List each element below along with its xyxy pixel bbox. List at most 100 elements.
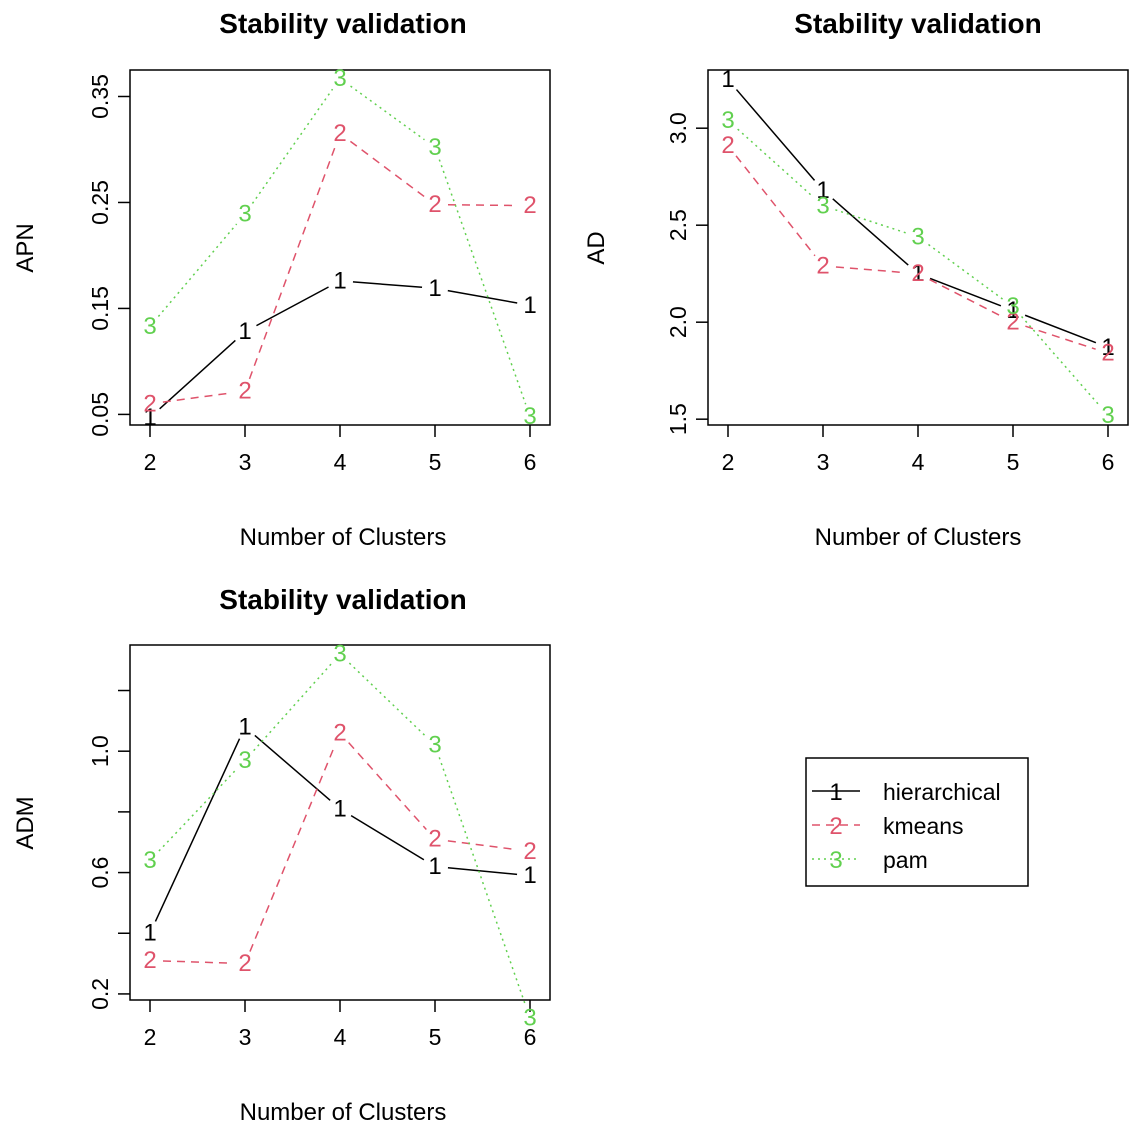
y-tick-label: 0.05 bbox=[87, 392, 113, 437]
data-point-kmeans: 2 bbox=[816, 252, 829, 279]
series-line-kmeans bbox=[447, 840, 518, 851]
series-line-pam bbox=[350, 85, 425, 141]
y-tick-label: 1.0 bbox=[87, 735, 113, 767]
data-point-pam: 3 bbox=[721, 107, 734, 134]
data-point-pam: 3 bbox=[1101, 402, 1114, 429]
data-point-pam: 3 bbox=[816, 192, 829, 219]
x-tick-label: 4 bbox=[334, 1024, 347, 1050]
series-line-pam bbox=[348, 662, 427, 737]
legend: 1 hierarchical 2 kmeans 3 pam bbox=[805, 757, 1029, 887]
series-line-hierarchical bbox=[256, 286, 329, 327]
y-axis-label: ADM bbox=[12, 796, 39, 849]
data-point-hierarchical: 1 bbox=[1101, 334, 1114, 361]
data-point-pam: 3 bbox=[143, 313, 156, 340]
data-point-hierarchical: 1 bbox=[911, 260, 924, 287]
series-line-kmeans bbox=[1025, 325, 1096, 350]
x-tick-label: 6 bbox=[524, 449, 537, 475]
data-point-kmeans: 2 bbox=[333, 719, 346, 746]
x-tick-label: 3 bbox=[817, 449, 830, 475]
y-axis-label: APN bbox=[12, 223, 39, 272]
data-point-kmeans: 2 bbox=[428, 826, 441, 853]
x-tick-label: 4 bbox=[334, 449, 347, 475]
panel-adm: Stability validation Number of Clusters … bbox=[12, 584, 551, 1126]
series-line-kmeans bbox=[929, 278, 1002, 317]
data-point-hierarchical: 1 bbox=[523, 292, 536, 319]
x-tick-label: 2 bbox=[144, 449, 157, 475]
legend-symbol-hierarchical: 1 bbox=[829, 779, 842, 806]
x-tick-label: 5 bbox=[1007, 449, 1020, 475]
data-point-hierarchical: 1 bbox=[816, 177, 829, 204]
data-point-hierarchical: 1 bbox=[238, 713, 251, 740]
data-point-pam: 3 bbox=[523, 1005, 536, 1032]
series-line-kmeans bbox=[248, 145, 337, 380]
data-point-kmeans: 2 bbox=[721, 132, 734, 159]
legend-label-kmeans: kmeans bbox=[883, 813, 964, 839]
series-line-kmeans bbox=[348, 742, 427, 830]
data-point-kmeans: 2 bbox=[523, 192, 536, 219]
x-axis-label: Number of Clusters bbox=[240, 1099, 447, 1126]
series-line-hierarchical bbox=[929, 277, 1002, 307]
series-line-kmeans bbox=[447, 203, 518, 207]
data-point-pam: 3 bbox=[238, 747, 251, 774]
data-point-pam: 3 bbox=[523, 403, 536, 430]
legend-symbol-pam: 3 bbox=[829, 847, 842, 874]
x-tick-label: 2 bbox=[144, 1024, 157, 1050]
y-tick-label: 0.25 bbox=[87, 180, 113, 225]
data-point-kmeans: 2 bbox=[1101, 340, 1114, 367]
series-line-pam bbox=[158, 769, 237, 852]
plot-frame bbox=[129, 644, 551, 1001]
y-tick-label: 0.2 bbox=[87, 978, 113, 1010]
legend-symbol-kmeans: 2 bbox=[829, 813, 842, 840]
series-line-hierarchical bbox=[447, 866, 518, 876]
data-point-hierarchical: 1 bbox=[721, 66, 734, 93]
data-point-hierarchical: 1 bbox=[428, 275, 441, 302]
data-point-hierarchical: 1 bbox=[1006, 297, 1019, 324]
series-line-hierarchical bbox=[832, 198, 909, 266]
data-point-hierarchical: 1 bbox=[333, 267, 346, 294]
series-line-kmeans bbox=[735, 155, 816, 257]
x-tick-label: 6 bbox=[524, 1024, 537, 1050]
series-line-kmeans bbox=[835, 266, 906, 274]
data-point-pam: 3 bbox=[911, 223, 924, 250]
series-line-hierarchical bbox=[447, 289, 518, 304]
x-axis-label: Number of Clusters bbox=[815, 524, 1022, 551]
series-line-pam bbox=[157, 223, 238, 318]
series-line-pam bbox=[253, 663, 332, 752]
data-point-kmeans: 2 bbox=[143, 390, 156, 417]
chart-title: Stability validation bbox=[794, 8, 1041, 39]
y-tick-label: 2.5 bbox=[665, 209, 691, 241]
x-tick-label: 6 bbox=[1102, 449, 1115, 475]
series-line-hierarchical bbox=[254, 734, 331, 801]
data-point-kmeans: 2 bbox=[143, 947, 156, 974]
data-point-kmeans: 2 bbox=[911, 260, 924, 287]
chart-title: Stability validation bbox=[219, 584, 466, 615]
x-tick-label: 3 bbox=[239, 1024, 252, 1050]
x-tick-label: 2 bbox=[722, 449, 735, 475]
data-point-pam: 3 bbox=[428, 732, 441, 759]
y-tick-label: 2.0 bbox=[665, 306, 691, 338]
series-line-hierarchical bbox=[1024, 314, 1097, 344]
data-point-pam: 3 bbox=[428, 134, 441, 161]
series-line-kmeans bbox=[349, 140, 426, 198]
series-line-hierarchical bbox=[159, 339, 236, 410]
y-axis-label: AD bbox=[583, 231, 610, 264]
series-line-kmeans bbox=[162, 960, 233, 964]
series-line-pam bbox=[835, 209, 906, 234]
series-line-pam bbox=[251, 88, 334, 204]
y-tick-label: 1.5 bbox=[665, 403, 691, 435]
data-point-hierarchical: 1 bbox=[333, 795, 346, 822]
series-line-kmeans bbox=[249, 744, 336, 952]
panel-apn: Stability validation Number of Clusters … bbox=[12, 8, 551, 551]
data-point-kmeans: 2 bbox=[238, 950, 251, 977]
series-line-kmeans bbox=[162, 392, 233, 403]
data-point-kmeans: 2 bbox=[238, 378, 251, 405]
panel-ad: Stability validation Number of Clusters … bbox=[583, 8, 1129, 551]
data-point-pam: 3 bbox=[1006, 293, 1019, 320]
legend-label-pam: pam bbox=[883, 847, 928, 873]
data-point-kmeans: 2 bbox=[428, 191, 441, 218]
legend-item-hierarchical: 1 hierarchical bbox=[812, 779, 1001, 806]
